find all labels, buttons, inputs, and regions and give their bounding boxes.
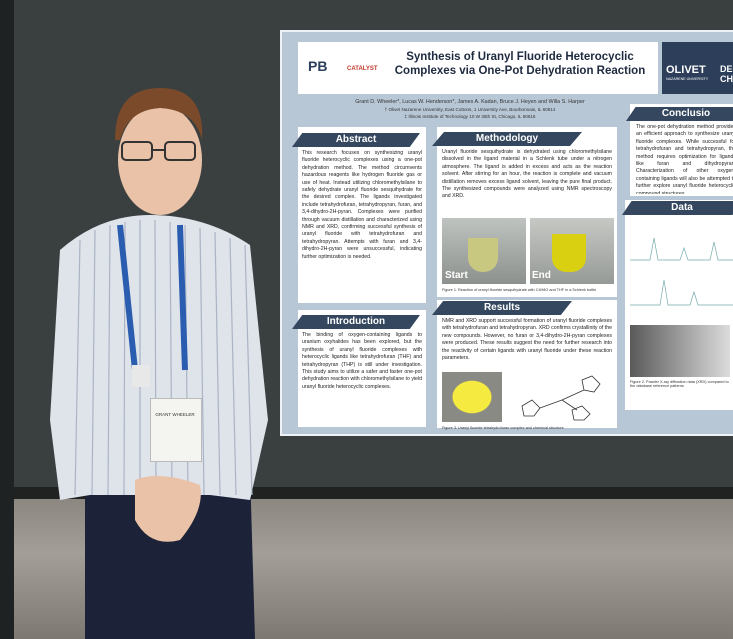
introduction-box [298, 310, 426, 427]
structure [521, 375, 601, 421]
logo-right: OLIVET [666, 64, 706, 76]
logo-middle: CATALYST [347, 66, 378, 72]
section-text: Uranyl fluoride sesquihydrate is dehydra… [442, 149, 612, 200]
flask [468, 238, 498, 272]
section-text: The binding of oxygen-containing ligands… [302, 332, 422, 390]
xrd-plot [630, 237, 733, 306]
logo-right-bg [662, 42, 733, 94]
poster-header [298, 42, 658, 94]
logo-right-sub: NAZARENE UNIVERSITY [666, 77, 709, 81]
easel [0, 0, 14, 639]
section-text: This research focuses on synthesizing ur… [302, 150, 422, 260]
photo-label: End [532, 270, 551, 281]
affiliation: † Olivet Nazarene University, East Cotto… [384, 107, 556, 112]
name-badge [150, 398, 202, 462]
logo-cut: DE CH [720, 64, 733, 84]
poster-title: Synthesis of Uranyl Fluoride Heterocycli… [394, 51, 646, 77]
caption: Figure 3. Uranyl fluoride tetrahydrofura… [442, 426, 564, 430]
section-heading: Conclusio [626, 107, 733, 121]
badge-name: GRANT WHEELER [155, 412, 195, 417]
affiliation: ‡ Illinois Institute of Technology 10 W … [404, 114, 536, 119]
caption: Figure 2. Powder X-ray diffraction data … [630, 380, 729, 388]
section-text: NMR and XRD support successful formation… [442, 318, 612, 362]
section-heading: Results [432, 301, 572, 315]
section-text: The one-pot dehydration method provides … [636, 124, 733, 194]
section-heading: Methodology [432, 132, 582, 146]
product-photo [442, 372, 502, 422]
instrument-photo [630, 325, 730, 377]
photo-label: Start [445, 270, 468, 281]
logo-left: PB [308, 58, 328, 74]
section-heading: Abstract [292, 133, 420, 147]
section-heading: Introduction [292, 315, 420, 329]
authors: Grant D. Wheeler*, Lucas W. Henderson*, … [355, 99, 585, 105]
flask [552, 234, 586, 272]
caption: Figure 1. Reaction of uranyl fluoride se… [442, 288, 597, 292]
abstract-box [298, 127, 426, 303]
section-heading: Data [622, 201, 733, 215]
